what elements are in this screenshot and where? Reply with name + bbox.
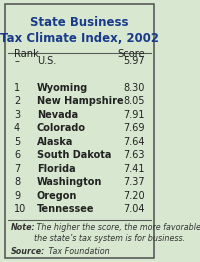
Text: Source:: Source: [11,247,45,256]
Text: Oregon: Oregon [37,191,77,201]
Text: Tax Foundation: Tax Foundation [46,247,110,256]
Text: 7: 7 [14,164,20,174]
Text: 4: 4 [14,123,20,133]
Text: 7.63: 7.63 [124,150,145,160]
Text: Nevada: Nevada [37,110,78,120]
Text: 7.69: 7.69 [124,123,145,133]
Text: 7.64: 7.64 [124,137,145,147]
Text: 3: 3 [14,110,20,120]
Text: Rank: Rank [14,49,39,59]
Text: Alaska: Alaska [37,137,73,147]
Text: Florida: Florida [37,164,76,174]
Text: 7.04: 7.04 [124,204,145,214]
Text: Wyoming: Wyoming [37,83,88,93]
Text: Washington: Washington [37,177,102,187]
Text: New Hampshire: New Hampshire [37,96,124,106]
Text: 6: 6 [14,150,20,160]
Text: 2: 2 [14,96,20,106]
Text: Tennessee: Tennessee [37,204,94,214]
Text: 9: 9 [14,191,20,201]
Text: 8: 8 [14,177,20,187]
Text: 7.41: 7.41 [124,164,145,174]
Text: 5: 5 [14,137,20,147]
Text: 1: 1 [14,83,20,93]
Text: –: – [14,56,19,66]
Text: 8.05: 8.05 [124,96,145,106]
FancyBboxPatch shape [5,4,154,258]
Text: 10: 10 [14,204,26,214]
Text: Colorado: Colorado [37,123,86,133]
Text: Note:: Note: [11,223,36,232]
Text: 7.91: 7.91 [124,110,145,120]
Text: U.S.: U.S. [37,56,56,66]
Text: 8.30: 8.30 [124,83,145,93]
Text: South Dakota: South Dakota [37,150,111,160]
Text: State Business
Tax Climate Index, 2002: State Business Tax Climate Index, 2002 [0,16,159,45]
Text: Score: Score [117,49,145,59]
Text: 7.37: 7.37 [123,177,145,187]
Text: The higher the score, the more favorable
the state’s tax system is for business.: The higher the score, the more favorable… [34,223,200,243]
Text: 7.20: 7.20 [123,191,145,201]
Text: 5.97: 5.97 [123,56,145,66]
